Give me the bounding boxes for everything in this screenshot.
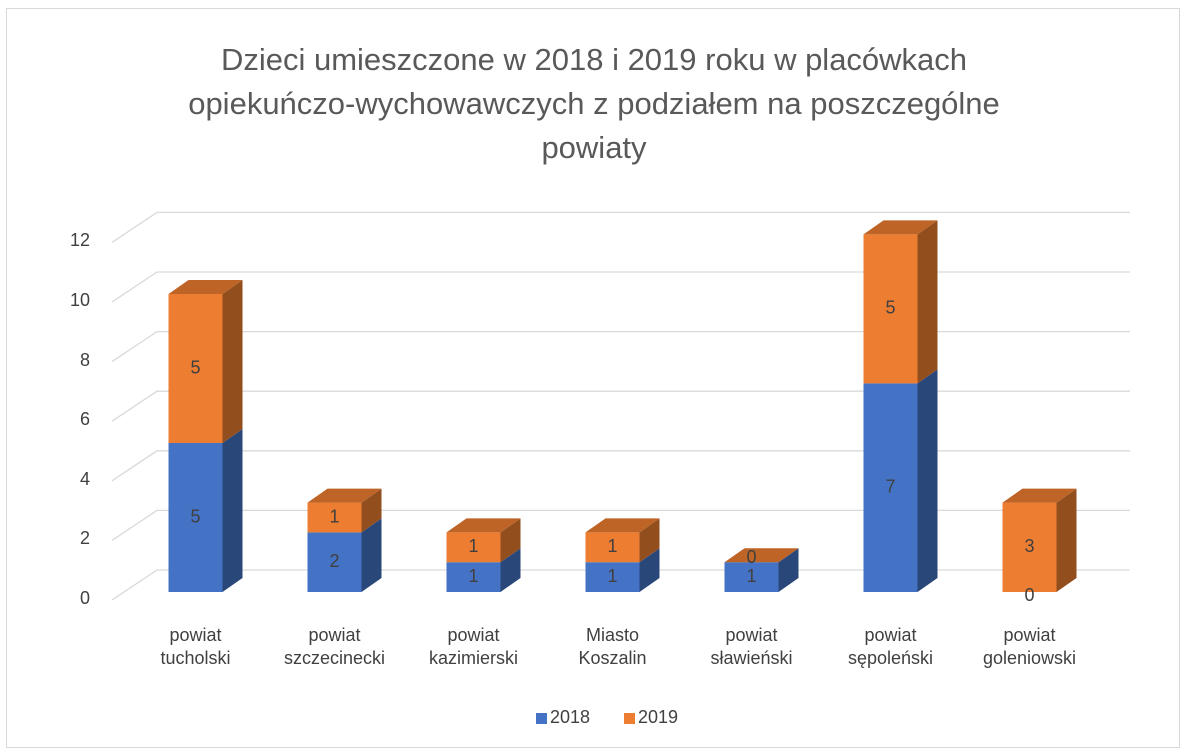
legend-swatch <box>536 713 547 724</box>
grid-line <box>111 211 1130 243</box>
bar <box>168 294 223 443</box>
x-tick-label: powiat tucholski <box>160 625 231 668</box>
bar <box>724 562 779 592</box>
x-tick-label: powiat kazimierski <box>428 625 518 668</box>
grid-line <box>111 330 1130 363</box>
legend-swatch <box>624 713 635 724</box>
grid-line <box>111 450 1130 482</box>
chart-title: Dzieci umieszczone w 2018 i 2019 roku w … <box>188 42 1000 165</box>
bar-side <box>917 220 938 384</box>
grid-line <box>111 271 1130 303</box>
data-label: 5 <box>190 506 200 526</box>
bar <box>168 443 223 592</box>
bar-side <box>639 518 660 563</box>
y-tick-label: 4 <box>79 468 90 489</box>
data-label: 5 <box>190 357 200 377</box>
data-label: 0 <box>746 547 756 567</box>
bar-side <box>500 548 521 592</box>
bar-top <box>307 488 382 503</box>
bar <box>585 532 640 563</box>
bar <box>307 502 362 533</box>
data-label: 5 <box>885 298 895 318</box>
bar-side <box>361 488 382 533</box>
x-tick-label: powiat goleniowski <box>982 625 1077 668</box>
chart-frame <box>6 8 1180 748</box>
bar <box>307 532 362 592</box>
x-tick-label: Miasto Koszalin <box>578 625 647 668</box>
bar-side <box>1056 488 1077 592</box>
legend-label: 2018 <box>550 707 591 727</box>
y-tick-label: 2 <box>79 528 90 549</box>
data-label: 1 <box>607 566 617 586</box>
bar-top <box>446 518 521 533</box>
bar-side <box>361 518 382 592</box>
bar-top <box>168 280 243 294</box>
y-tick-label: 10 <box>69 290 90 310</box>
grid-line <box>111 390 1130 422</box>
data-label: 1 <box>329 506 339 526</box>
bar <box>585 562 640 592</box>
data-label: 1 <box>468 536 478 556</box>
bar <box>863 383 918 592</box>
bar-side <box>222 429 243 592</box>
bar-top <box>724 548 799 563</box>
bar-side <box>639 548 660 592</box>
bar-top <box>863 220 938 235</box>
legend-label: 2019 <box>638 707 679 727</box>
bar-side <box>222 280 243 443</box>
data-label: 1 <box>746 566 756 586</box>
data-label: 7 <box>885 476 895 496</box>
bar-side <box>500 518 521 563</box>
bar <box>863 234 918 384</box>
bar <box>1002 502 1057 592</box>
y-tick-label: 6 <box>79 409 90 430</box>
y-tick-label: 12 <box>69 230 90 251</box>
x-tick-label: powiat sławieński <box>710 625 793 668</box>
y-tick-label: 8 <box>79 349 90 370</box>
bar-side <box>917 369 938 592</box>
bar-side <box>778 548 799 592</box>
data-label: 1 <box>607 536 617 556</box>
data-label: 1 <box>468 566 478 586</box>
bar <box>446 532 501 563</box>
data-label: 0 <box>1024 585 1034 605</box>
x-tick-label: powiat szczecinecki <box>283 625 386 668</box>
data-label: 3 <box>1024 536 1034 556</box>
bar-top <box>1002 488 1077 503</box>
bar <box>446 562 501 592</box>
y-tick-label: 0 <box>79 588 90 608</box>
grid-line <box>111 569 1130 601</box>
grid-line <box>111 509 1130 541</box>
data-label: 2 <box>329 551 339 571</box>
bar-top <box>585 518 660 533</box>
x-tick-label: powiat sępoleński <box>847 625 934 668</box>
